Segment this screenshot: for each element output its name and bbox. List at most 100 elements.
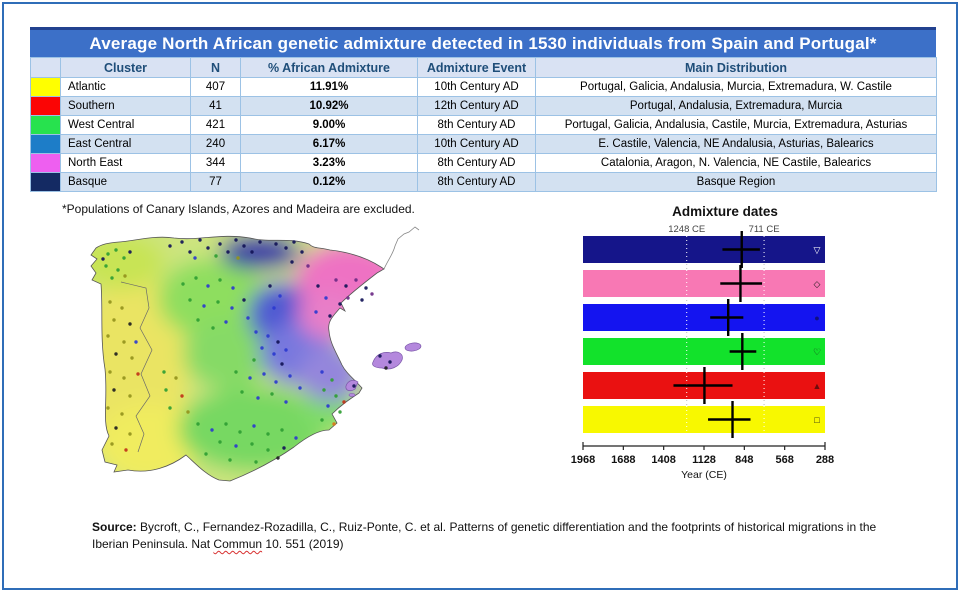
sample-dot (206, 284, 210, 288)
cluster-symbol: ▽ (814, 245, 821, 255)
sample-dot (252, 358, 256, 362)
sample-dot (378, 354, 382, 358)
header-cluster: Cluster (60, 57, 191, 78)
sample-dot (292, 240, 296, 244)
sample-dot (234, 238, 238, 242)
sample-dot (106, 252, 110, 256)
sample-dot (224, 422, 228, 426)
table-row: West Central 421 9.00% 8th Century AD Portug… (30, 115, 937, 135)
sample-dot (274, 242, 278, 246)
sample-dot (218, 440, 222, 444)
sample-dot (250, 250, 254, 254)
formentera-island (348, 393, 356, 397)
cluster-color-swatch (30, 172, 61, 192)
admixture-color-field (91, 236, 384, 481)
table-row: Basque 77 0.12% 8th Century AD Basque Region (30, 172, 937, 192)
sample-dot (136, 372, 140, 376)
sample-dot (270, 392, 274, 396)
cluster-color-swatch (30, 134, 61, 154)
sample-dot (258, 240, 262, 244)
svg-text:711 CE: 711 CE (749, 224, 780, 235)
sample-dot (180, 394, 184, 398)
sample-dot (284, 348, 288, 352)
bar-west-central (583, 338, 825, 365)
sample-dot (334, 394, 338, 398)
bar-north-east (583, 270, 825, 297)
sample-dot (174, 376, 178, 380)
sample-dot (266, 448, 270, 452)
region-center-green (183, 319, 273, 389)
sample-location-dots (101, 238, 392, 464)
menorca-island (404, 342, 422, 352)
sample-dot (122, 376, 126, 380)
region-castile-leon-green (158, 259, 268, 339)
source-label: Source: (92, 520, 137, 534)
sample-dot (266, 432, 270, 436)
svg-text:288: 288 (816, 454, 834, 466)
sample-dot (300, 250, 304, 254)
sample-dot (188, 298, 192, 302)
cell-event: 10th Century AD (417, 134, 536, 154)
region-galicia-yellowgreen (91, 236, 165, 290)
sample-dot (252, 424, 256, 428)
cell-dist: Portugal, Galicia, Andalusia, Murcia, Ex… (535, 77, 937, 97)
sample-dot (346, 296, 350, 300)
cell-event: 8th Century AD (417, 172, 536, 192)
sample-dot (112, 388, 116, 392)
sample-dot (204, 452, 208, 456)
sample-dot (384, 366, 388, 370)
sample-dot (224, 320, 228, 324)
sample-dot (124, 448, 128, 452)
sample-dot (320, 418, 324, 422)
sample-dot (320, 370, 324, 374)
sample-dot (116, 268, 120, 272)
sample-dot (268, 284, 272, 288)
sample-dot (180, 240, 184, 244)
admixture-table: Cluster N % African Admixture Admixture … (30, 57, 937, 192)
table-row: Southern 41 10.92% 12th Century AD Portugal,… (30, 96, 937, 116)
sample-dot (108, 300, 112, 304)
sample-dot (193, 256, 197, 260)
sample-dot (206, 246, 210, 250)
sample-dot (108, 370, 112, 374)
sample-dot (128, 322, 132, 326)
cell-cluster: Basque (60, 172, 191, 192)
cell-n: 41 (190, 96, 241, 116)
sample-dot (354, 278, 358, 282)
sample-dot (106, 406, 110, 410)
sample-dot (332, 422, 336, 426)
peninsula-outline (90, 235, 385, 482)
cell-event: 8th Century AD (417, 153, 536, 173)
cell-cluster: West Central (60, 115, 191, 135)
sample-dot (260, 346, 264, 350)
sample-dot (231, 286, 235, 290)
header-distribution: Main Distribution (535, 57, 937, 78)
sample-dot (246, 316, 250, 320)
cluster-color-swatch (30, 115, 61, 135)
sample-dot (316, 284, 320, 288)
sample-dot (114, 426, 118, 430)
sample-dot (106, 334, 110, 338)
sample-dot (211, 326, 215, 330)
table-row: Atlantic 407 11.91% 10th Century AD Portugal… (30, 77, 937, 97)
cell-n: 344 (190, 153, 241, 173)
sample-dot (122, 340, 126, 344)
sample-dot (370, 292, 374, 296)
sample-dot (230, 306, 234, 310)
cluster-symbol: ▲ (813, 381, 822, 391)
sample-dot (278, 294, 282, 298)
sample-dot (122, 256, 126, 260)
sample-dot (276, 340, 280, 344)
sample-dot (186, 410, 190, 414)
sample-dot (290, 260, 294, 264)
sample-dot (188, 250, 192, 254)
region-north-navy (220, 236, 300, 270)
svg-text:1248 CE: 1248 CE (668, 224, 705, 235)
cell-event: 12th Century AD (417, 96, 536, 116)
sample-dot (218, 242, 222, 246)
sample-dot (344, 284, 348, 288)
sample-dot (322, 388, 326, 392)
sample-dot (298, 386, 302, 390)
sample-dot (294, 436, 298, 440)
sample-dot (256, 396, 260, 400)
